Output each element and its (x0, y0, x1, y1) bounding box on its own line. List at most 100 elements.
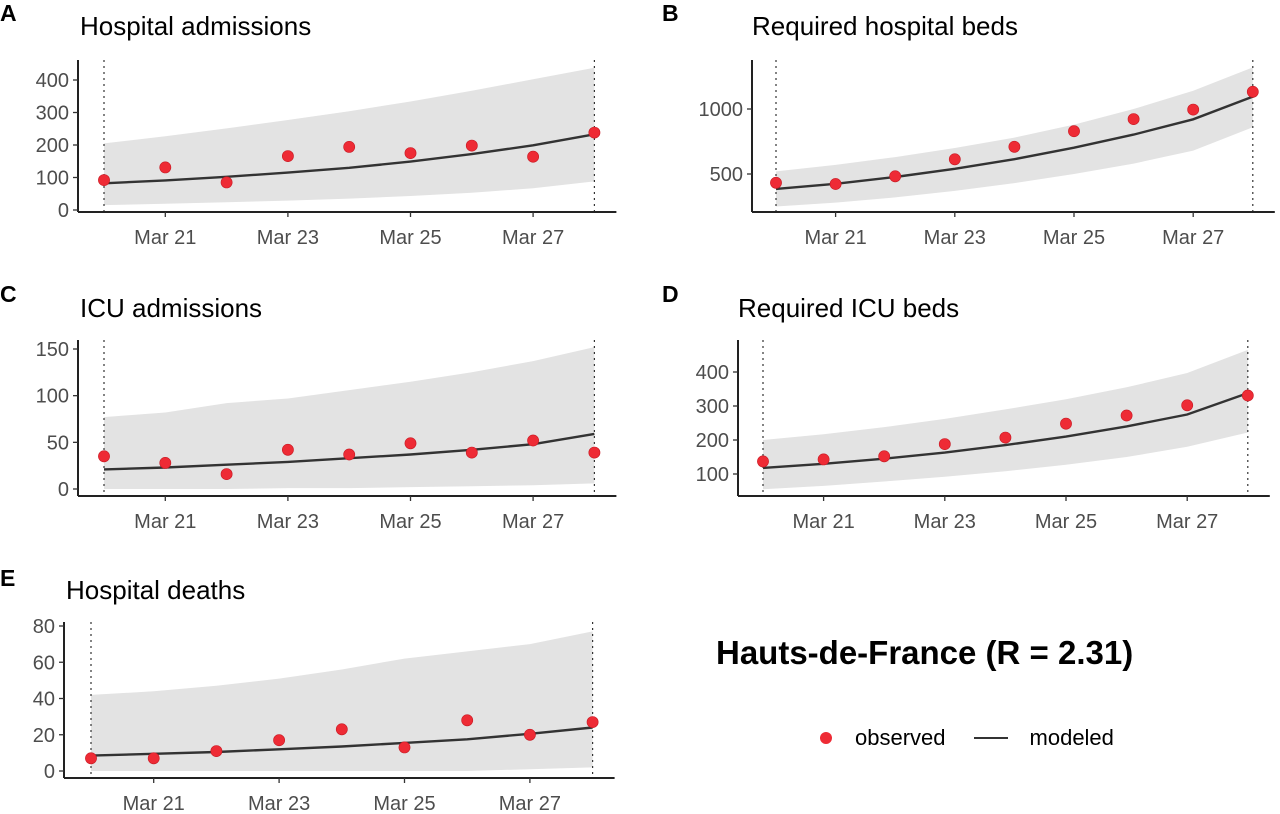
y-tick-label: 60 (33, 652, 55, 674)
panel-title: Hospital admissions (80, 11, 311, 41)
observed-point (1127, 113, 1140, 125)
y-tick-label: 40 (33, 689, 55, 711)
y-tick-label: 100 (36, 386, 69, 408)
y-tick-label: 50 (47, 432, 69, 454)
x-tick-label: Mar 23 (914, 511, 976, 533)
observed-point (159, 456, 172, 469)
panel-letter: E (0, 565, 15, 591)
observed-point (999, 431, 1012, 444)
observed-point (878, 450, 891, 463)
observed-point (770, 176, 782, 189)
panel-b: B Required hospital beds 500 1000 Mar 21 Ma… (662, 0, 1275, 249)
observed-point (1187, 103, 1200, 116)
observed-point (398, 741, 411, 754)
y-tick-label: 500 (710, 164, 743, 186)
observed-point (335, 723, 348, 736)
uncertainty-band (104, 67, 595, 206)
panel-title: ICU admissions (80, 293, 262, 323)
y-tick-label: 200 (36, 135, 69, 157)
observed-point (1008, 140, 1021, 153)
panel-title: Required ICU beds (738, 293, 959, 323)
panel-letter: A (0, 0, 17, 26)
y-tick-label: 20 (33, 725, 55, 747)
x-tick-label: Mar 27 (1162, 227, 1224, 249)
uncertainty-band (776, 67, 1253, 207)
observed-point (588, 126, 601, 139)
y-tick-label: 80 (33, 616, 55, 638)
panel-letter: C (0, 281, 17, 307)
y-tick-label: 300 (36, 103, 69, 125)
observed-point (588, 446, 601, 459)
observed-point (85, 752, 97, 765)
observed-point (829, 178, 842, 190)
observed-point (98, 174, 110, 186)
panel-d: D Required ICU beds 100 200 300 400 Mar 21 Ma… (662, 281, 1270, 533)
x-tick-label: Mar 25 (379, 227, 441, 249)
observed-point (210, 745, 223, 757)
observed-point (524, 728, 536, 741)
y-tick-label: 150 (36, 339, 69, 361)
x-tick-label: Mar 23 (924, 227, 986, 249)
x-tick-label: Mar 21 (134, 227, 196, 249)
observed-point (465, 139, 478, 152)
observed-point (1246, 85, 1259, 98)
y-tick-label: 0 (58, 200, 69, 222)
y-tick-label: 1000 (699, 99, 744, 121)
x-tick-label: Mar 21 (792, 511, 854, 533)
observed-point (817, 453, 830, 466)
panel-letter: D (662, 281, 679, 307)
panel-e: E Hospital deaths 0 20 40 60 80 Mar 21 Mar 23 M… (0, 565, 615, 814)
x-tick-label: Mar 21 (123, 793, 185, 814)
y-tick-label: 400 (696, 362, 729, 384)
observed-point (1120, 409, 1133, 422)
x-tick-label: Mar 27 (502, 227, 564, 249)
uncertainty-band (763, 349, 1248, 490)
modeled-line (103, 133, 595, 185)
panel-c: C ICU admissions 0 50 100 150 Mar 21 Mar 23 Ma… (0, 281, 617, 533)
y-tick-label: 300 (696, 396, 729, 418)
observed-point (1060, 417, 1072, 430)
observed-point (1241, 389, 1254, 402)
modeled-line-swatch (973, 737, 1008, 739)
x-tick-label: Mar 27 (502, 511, 564, 533)
y-tick-label: 200 (696, 430, 729, 452)
observed-point (273, 734, 285, 747)
observed-point (757, 455, 769, 468)
modeled-line (775, 95, 1254, 191)
observed-point (220, 176, 233, 189)
x-tick-label: Mar 25 (1035, 511, 1097, 533)
y-tick-label: 100 (696, 464, 729, 486)
observed-point (159, 161, 172, 174)
modeled-line (90, 726, 593, 757)
legend-item-modeled: modeled (973, 725, 1114, 751)
observed-point (461, 714, 474, 727)
observed-point (527, 434, 539, 447)
x-tick-label: Mar 21 (804, 227, 866, 249)
observed-point (98, 450, 110, 463)
y-tick-label: 0 (58, 479, 69, 501)
y-tick-label: 400 (36, 70, 69, 92)
panel-a: A Hospital admissions 0 100 200 300 400 Mar 2… (0, 0, 617, 249)
observed-point (343, 140, 356, 153)
x-tick-label: Mar 25 (373, 793, 435, 814)
observed-point (1068, 125, 1080, 138)
x-tick-label: Mar 21 (134, 511, 196, 533)
region-title: Hauts-de-France (R = 2.31) (716, 634, 1134, 671)
observed-point (220, 468, 233, 480)
x-tick-label: Mar 27 (1156, 511, 1218, 533)
observed-point (527, 150, 539, 163)
x-tick-label: Mar 25 (1043, 227, 1105, 249)
observed-point (404, 147, 417, 159)
panel-title: Required hospital beds (752, 11, 1018, 41)
x-tick-label: Mar 23 (257, 511, 319, 533)
x-tick-label: Mar 23 (248, 793, 310, 814)
observed-point (281, 150, 294, 162)
observed-point (281, 443, 294, 456)
x-tick-label: Mar 25 (379, 511, 441, 533)
observed-point (404, 437, 417, 450)
observed-point (948, 153, 961, 166)
x-tick-label: Mar 27 (499, 793, 561, 814)
observed-point (465, 446, 478, 459)
legend: observed modeled (808, 720, 1142, 756)
